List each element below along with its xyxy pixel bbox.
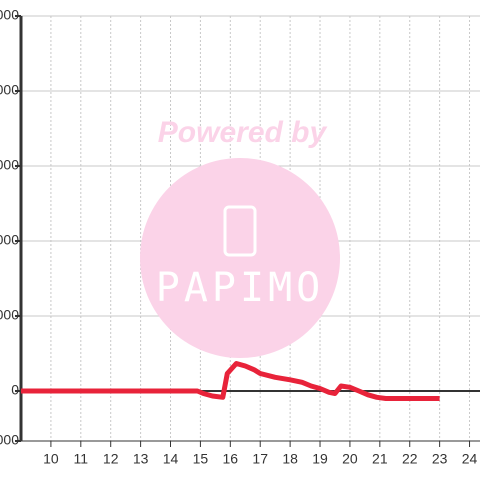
x-tick-label: 12 bbox=[103, 451, 119, 467]
y-tick-label: -20,000 bbox=[0, 432, 19, 448]
x-tick-label: 18 bbox=[282, 451, 298, 467]
x-tick-label: 24 bbox=[462, 451, 478, 467]
x-tick-label: 15 bbox=[193, 451, 209, 467]
x-tick-label: 16 bbox=[223, 451, 239, 467]
y-tick-label: 60,000 bbox=[0, 232, 19, 248]
watermark-logo: PAPIMO bbox=[156, 265, 325, 311]
y-tick-label: 150,000 bbox=[0, 7, 19, 23]
y-tick-label: 0 bbox=[11, 382, 19, 398]
y-tick-label: 90,000 bbox=[0, 157, 19, 173]
x-tick-label: 11 bbox=[74, 451, 89, 467]
y-tick-label: 120,000 bbox=[0, 82, 19, 98]
x-tick-label: 14 bbox=[163, 451, 179, 467]
data-line bbox=[21, 361, 440, 401]
watermark-circle bbox=[140, 158, 340, 358]
watermark-icon bbox=[223, 205, 257, 257]
y-tick-label: 30,000 bbox=[0, 307, 19, 323]
x-tick-label: 10 bbox=[43, 451, 59, 467]
x-tick-label: 22 bbox=[402, 451, 418, 467]
x-tick-label: 17 bbox=[252, 451, 268, 467]
watermark-text: Powered by bbox=[158, 116, 328, 149]
x-tick-label: 23 bbox=[432, 451, 448, 467]
x-tick-label: 19 bbox=[312, 451, 328, 467]
x-tick-label: 20 bbox=[342, 451, 358, 467]
x-tick-label: 21 bbox=[372, 451, 388, 467]
x-tick-label: 13 bbox=[133, 451, 149, 467]
